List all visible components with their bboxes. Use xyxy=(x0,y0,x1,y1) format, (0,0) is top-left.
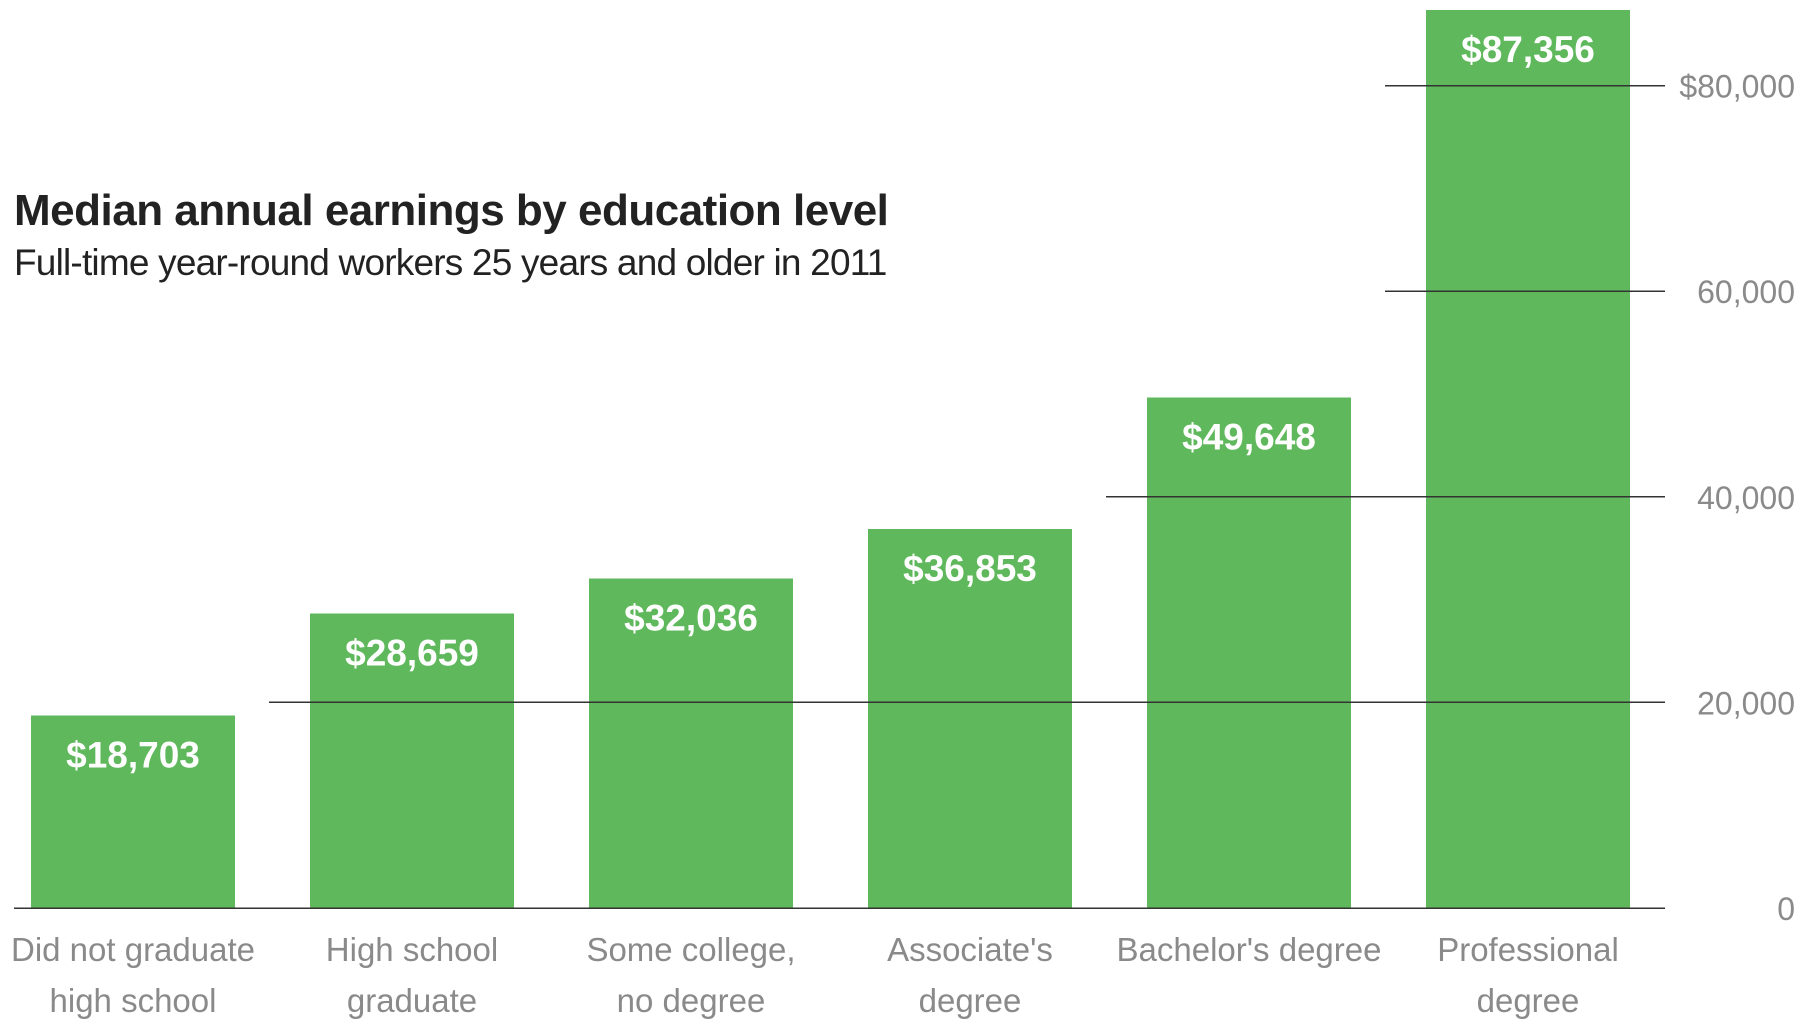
x-tick-label: high school xyxy=(50,982,217,1019)
chart-header: Median annual earnings by education leve… xyxy=(14,186,889,284)
y-tick-label: 60,000 xyxy=(1697,274,1795,310)
data-label: $49,648 xyxy=(1182,417,1316,458)
x-tick-label: High school xyxy=(326,931,498,968)
bar xyxy=(31,715,235,908)
data-label: $28,659 xyxy=(345,632,479,673)
data-label: $32,036 xyxy=(624,598,758,639)
x-tick-label: degree xyxy=(919,982,1022,1019)
x-axis: Did not graduate high school High school gr… xyxy=(11,931,1619,1019)
x-tick-label: graduate xyxy=(347,982,477,1019)
bar xyxy=(1147,397,1351,908)
y-tick-label: 40,000 xyxy=(1697,480,1795,516)
x-tick-label: Did not graduate xyxy=(11,931,255,968)
bar xyxy=(1426,10,1630,908)
x-tick-label: Professional xyxy=(1437,931,1619,968)
bars-layer xyxy=(31,10,1630,908)
chart-subtitle: Full-time year-round workers 25 years an… xyxy=(14,242,887,283)
data-label: $36,853 xyxy=(903,548,1037,589)
x-tick-label: Bachelor's degree xyxy=(1117,931,1382,968)
y-axis: 0 20,000 40,000 60,000 $80,000 xyxy=(1679,69,1795,927)
y-tick-label: 20,000 xyxy=(1697,685,1795,721)
data-label: $87,356 xyxy=(1461,29,1595,70)
y-tick-label: $80,000 xyxy=(1679,69,1795,105)
bar xyxy=(589,578,793,908)
x-tick-label: Some college, xyxy=(586,931,795,968)
data-label: $18,703 xyxy=(66,735,200,776)
chart-title: Median annual earnings by education leve… xyxy=(14,186,889,235)
bar xyxy=(310,613,514,908)
y-tick-label: 0 xyxy=(1777,891,1795,927)
gridlines-layer xyxy=(14,84,1665,909)
bar xyxy=(868,529,1072,908)
x-tick-label: no degree xyxy=(617,982,766,1019)
x-tick-label: degree xyxy=(1477,982,1580,1019)
data-labels-layer: $18,703 $28,659 $32,036 $36,853 $49,648 $87,3… xyxy=(66,29,1595,776)
x-tick-label: Associate's xyxy=(887,931,1053,968)
